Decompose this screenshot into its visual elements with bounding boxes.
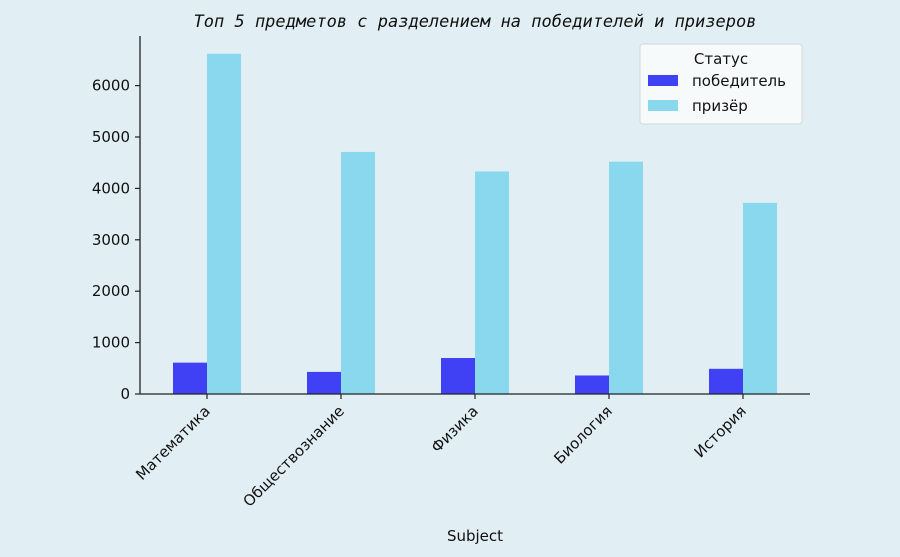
y-tick-label: 3000 (92, 231, 130, 249)
x-tick-label: Обществознание (240, 402, 348, 510)
y-tick-label: 2000 (92, 282, 130, 300)
legend-label-1: призёр (692, 97, 748, 115)
x-tick-label: Физика (428, 402, 482, 456)
bar-winner-0 (173, 362, 207, 394)
bar-prize-4 (743, 202, 777, 394)
y-ticks: 0 1000 2000 3000 4000 5000 6000 (92, 77, 140, 403)
legend: Статус победитель призёр (639, 43, 803, 125)
legend-box (639, 43, 803, 125)
bar-winner-4 (709, 368, 743, 394)
bars-layer (173, 53, 777, 395)
x-tick-label: Математика (132, 402, 214, 484)
y-tick-label: 5000 (92, 128, 130, 146)
legend-items: победитель призёр (648, 72, 786, 115)
legend-swatch-1 (648, 100, 678, 111)
bar-prize-2 (475, 171, 509, 394)
legend-label-0: победитель (692, 72, 786, 90)
bar-winner-3 (575, 375, 609, 394)
legend-title: Статус (694, 50, 748, 68)
x-tick-label: Биология (550, 402, 616, 468)
x-ticks: Математика Обществознание Физика Биология Ис… (132, 394, 750, 510)
bar-winner-2 (441, 358, 475, 394)
legend-swatch-0 (648, 75, 678, 86)
bar-winner-1 (307, 371, 341, 394)
y-tick-label: 1000 (92, 334, 130, 352)
bar-prize-1 (341, 151, 375, 394)
y-tick-label: 0 (120, 385, 130, 403)
bar-prize-3 (609, 161, 643, 394)
x-tick-label: История (691, 402, 750, 461)
y-tick-label: 4000 (92, 179, 130, 197)
bar-prize-0 (207, 53, 241, 395)
chart-title: Топ 5 предметов с разделением на победит… (194, 12, 757, 32)
x-axis-label: Subject (447, 527, 503, 545)
y-tick-label: 6000 (92, 77, 130, 95)
